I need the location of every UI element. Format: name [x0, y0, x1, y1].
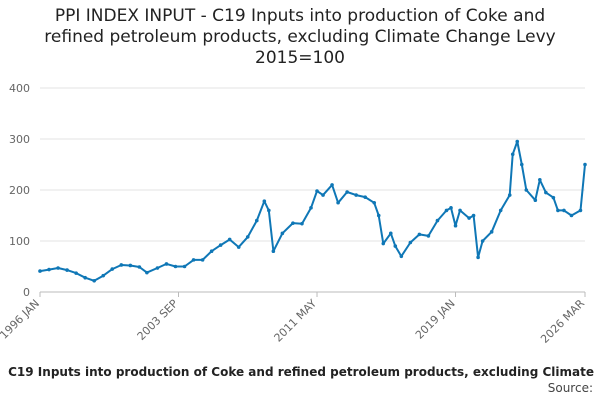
data-point: [363, 195, 367, 199]
data-point: [65, 268, 69, 272]
data-point: [376, 213, 381, 218]
data-point: [480, 239, 485, 243]
x-tick-label: 2011 MAY: [271, 297, 319, 345]
data-point: [47, 267, 51, 272]
data-point: [538, 178, 542, 182]
legend-label: C19 Inputs into production of Coke and r…: [8, 365, 594, 379]
chart-title: PPI INDEX INPUT - C19 Inputs into produc…: [0, 6, 600, 69]
data-point: [444, 208, 449, 213]
data-point: [56, 266, 60, 270]
x-tick-label: 2019 JAN: [413, 297, 458, 342]
y-tick-label: 100: [9, 235, 30, 248]
data-point: [471, 213, 476, 218]
data-point: [291, 221, 295, 225]
data-point: [399, 254, 404, 259]
source-label: Source:: [547, 381, 593, 395]
data-point: [336, 200, 340, 205]
data-point: [519, 162, 524, 167]
data-point: [145, 270, 149, 275]
series-layer: [38, 139, 587, 283]
data-point: [182, 264, 187, 269]
data-point: [556, 208, 560, 213]
x-tick-label: 1996 JAN: [0, 297, 42, 342]
data-point: [119, 263, 124, 267]
grid-layer: [40, 87, 585, 293]
data-point: [388, 231, 393, 236]
data-point: [83, 275, 87, 280]
y-tick-label: 200: [9, 184, 30, 197]
data-point: [515, 139, 520, 144]
data-point: [510, 152, 515, 157]
chart-title-line-2: refined petroleum products, excluding Cl…: [44, 27, 556, 47]
data-point: [507, 193, 512, 197]
data-point: [330, 183, 334, 187]
data-point: [92, 278, 96, 283]
data-point: [498, 208, 503, 213]
data-point: [562, 208, 566, 213]
data-point: [321, 193, 325, 197]
data-point: [236, 245, 241, 249]
data-point: [435, 218, 440, 223]
data-point: [569, 213, 574, 218]
legend[interactable]: C19 Inputs into production of Coke and r…: [0, 364, 600, 382]
data-point: [38, 269, 42, 273]
data-point: [354, 193, 358, 197]
x-tick-label: 2026 MAR: [538, 297, 587, 346]
data-point: [191, 258, 196, 262]
data-point: [218, 243, 223, 247]
data-point: [262, 199, 267, 204]
data-point: [408, 240, 413, 245]
data-point: [372, 200, 377, 205]
data-point: [489, 230, 494, 234]
data-point: [345, 190, 349, 194]
data-point: [393, 244, 398, 248]
data-point: [164, 262, 169, 266]
data-point: [524, 188, 529, 192]
data-point: [309, 206, 313, 210]
data-point: [426, 234, 431, 238]
data-point: [245, 235, 250, 239]
chart-title-line-3: 2015=100: [255, 48, 345, 68]
data-point: [101, 273, 106, 278]
data-point: [110, 267, 115, 271]
data-point: [551, 195, 556, 200]
data-point: [280, 231, 285, 236]
data-point: [267, 208, 271, 213]
series-line: [39, 140, 586, 282]
data-point: [458, 208, 462, 213]
data-point: [315, 189, 319, 193]
data-point: [271, 249, 276, 253]
y-tick-label: 300: [9, 133, 30, 146]
data-point: [227, 237, 232, 242]
x-tick-label: 2003 SEP: [135, 297, 181, 343]
data-point: [74, 271, 78, 275]
data-point: [128, 263, 133, 268]
data-point: [137, 265, 142, 269]
data-point: [254, 218, 259, 223]
data-point: [449, 206, 453, 210]
data-point: [200, 258, 205, 262]
data-point: [583, 162, 587, 167]
data-point: [476, 255, 480, 260]
data-point: [533, 198, 538, 202]
data-point: [173, 264, 178, 269]
data-point: [300, 221, 304, 226]
y-tick-label: 400: [9, 82, 30, 95]
data-point: [467, 216, 471, 220]
data-point: [209, 249, 214, 253]
data-point: [381, 241, 386, 246]
data-point: [155, 266, 160, 270]
data-point: [544, 190, 548, 195]
chart-title-line-1: PPI INDEX INPUT - C19 Inputs into produc…: [54, 6, 546, 26]
data-point: [578, 208, 583, 213]
data-point: [453, 223, 458, 228]
y-tick-label: 0: [23, 286, 30, 299]
data-point: [417, 232, 422, 237]
